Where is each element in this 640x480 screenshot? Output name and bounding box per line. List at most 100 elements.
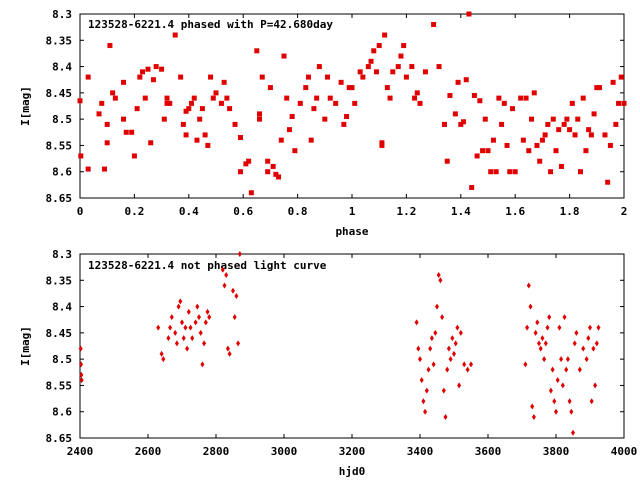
data-point [455,79,461,85]
data-point [488,169,494,175]
data-point [548,387,553,394]
data-point [210,95,216,101]
y-tick-label: 8.5 [52,353,72,366]
data-point [78,153,84,159]
y-axis-label: I[mag] [19,326,32,366]
data-point [533,329,538,336]
data-point [79,377,84,384]
data-point [531,90,537,96]
data-point [448,356,453,363]
data-point [482,116,488,122]
data-point [509,106,515,112]
data-point [555,377,560,384]
data-point [565,356,570,363]
y-tick-label: 8.55 [46,139,73,152]
data-point [446,345,451,352]
data-point [195,303,200,310]
y-tick-label: 8.35 [46,274,73,287]
y-tick-label: 8.3 [52,8,72,21]
data-point [292,148,298,154]
data-point [322,116,328,122]
data-point [183,132,189,138]
y-axis-label: I[mag] [19,86,32,126]
data-point [327,95,333,101]
data-point [180,121,186,127]
data-point [542,132,548,138]
data-point [316,64,322,70]
data-point [583,148,589,154]
data-point [276,174,282,180]
x-axis-label: hjd0 [339,465,366,478]
y-tick-label: 8.35 [46,34,73,47]
x-tick-label: 0.6 [233,205,253,218]
data-point [164,100,170,106]
data-point [414,90,420,96]
data-point [333,100,339,106]
data-point [458,329,463,336]
data-point [368,58,374,64]
data-point [409,64,415,70]
data-point [373,69,379,75]
data-point [465,366,470,373]
data-point [349,85,355,91]
y-tick-labels: 8.3 8.35 8.4 8.45 8.5 8.55 8.6 8.65 [46,248,73,445]
data-point [559,356,564,363]
x-tick-label: 2600 [135,445,162,458]
data-point [518,95,524,101]
data-point [586,335,591,342]
data-point [148,140,154,146]
data-point [586,127,592,133]
data-point [305,74,311,80]
data-point [137,74,143,80]
data-point [574,329,579,336]
data-point [254,48,260,54]
data-point [593,382,598,389]
data-point [273,171,279,177]
data-point [161,356,166,363]
x-tick-label: 4000 [611,445,638,458]
data-point [594,85,600,91]
data-point [145,66,151,72]
data-point [438,277,443,284]
data-point [376,43,382,49]
data-point [526,282,531,289]
x-tick-label: 1.8 [560,205,580,218]
data-point [552,398,557,405]
data-point [424,387,429,394]
data-point [308,137,314,143]
data-point [188,324,193,331]
data-point [431,22,437,28]
x-tick-label: 0.8 [288,205,308,218]
data-point [104,121,110,127]
data-point [550,366,555,373]
data-point [198,329,203,336]
data-point [542,356,547,363]
data-point [581,345,586,352]
data-point [237,135,243,141]
data-point [384,85,390,91]
data-point [78,345,83,352]
y-tick-labels: 8.3 8.35 8.4 8.45 8.5 8.55 8.6 8.65 [46,8,73,205]
data-point [224,272,229,279]
x-tick-label: 3800 [543,445,570,458]
data-point [265,169,271,175]
data-point [474,153,480,159]
data-point [575,116,581,122]
data-point [220,266,225,273]
data-point [621,100,627,106]
data-point [270,163,276,169]
plot-frame [79,253,625,439]
data-point [191,95,197,101]
data-point [207,314,212,321]
data-point [181,335,186,342]
data-point [85,166,91,172]
data-point [485,148,491,154]
data-point [176,303,181,310]
data-point [584,356,589,363]
data-point [205,142,211,148]
data-point [538,345,543,352]
data-point [466,11,472,17]
x-tick-label: 2400 [67,445,94,458]
data-point [419,377,424,384]
